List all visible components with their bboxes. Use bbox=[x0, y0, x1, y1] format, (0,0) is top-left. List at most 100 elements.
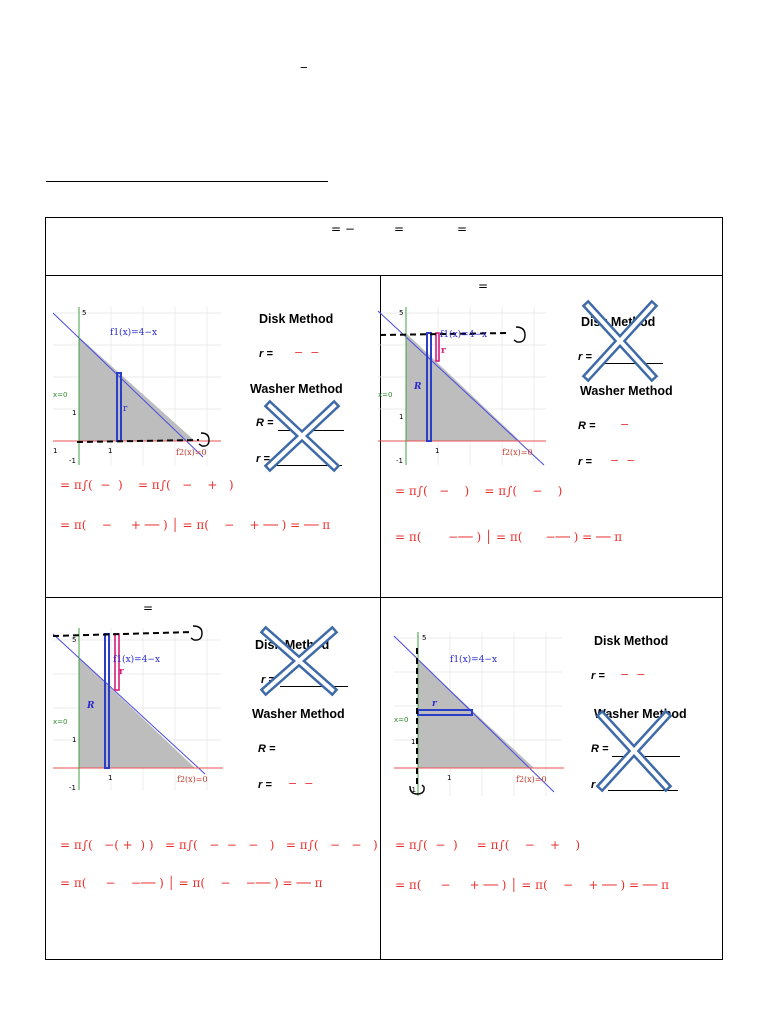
tick-label: 1 bbox=[411, 738, 415, 746]
washer-R-value: − bbox=[620, 418, 630, 431]
row-divider bbox=[45, 597, 723, 598]
answer-blank bbox=[280, 686, 348, 687]
washer-R-label: R = bbox=[591, 743, 609, 755]
tick-label: 1 bbox=[108, 774, 112, 782]
washer-r-value: − − bbox=[288, 777, 314, 790]
tick-label: 5 bbox=[399, 309, 403, 317]
axis-equation: = bbox=[143, 601, 154, 615]
panel-3-graph: R r f1(x)=4−x f2(x)=0 x=0 5 -1 1 1 bbox=[52, 625, 223, 792]
washer-r-label: r = bbox=[256, 453, 270, 465]
line-f1 bbox=[52, 633, 206, 775]
f2-label: f2(x)=0 bbox=[516, 775, 547, 784]
f1-label: f1(x)=4−x bbox=[110, 327, 157, 338]
rotation-arrow-icon bbox=[409, 784, 425, 795]
rotation-axis bbox=[379, 332, 511, 336]
rotation-arrow-icon bbox=[198, 432, 210, 447]
answer-blank bbox=[275, 465, 342, 466]
integral-line-2: = π( − + ── ) │ = π( − + ── ) = ── π bbox=[60, 518, 331, 532]
tick-label: 1 bbox=[447, 774, 451, 782]
tick-label: 1 bbox=[435, 447, 439, 455]
line-f1 bbox=[393, 635, 555, 793]
worksheet-table bbox=[45, 217, 723, 960]
washer-R-label: R = bbox=[578, 420, 596, 432]
tick-label: -1 bbox=[69, 457, 76, 465]
xeq-label: x=0 bbox=[53, 718, 67, 726]
tick-label: -1 bbox=[409, 786, 416, 794]
line-f1 bbox=[52, 312, 204, 458]
axis-equation: = bbox=[478, 279, 489, 293]
disk-r-label: r = bbox=[259, 348, 273, 360]
header-eq1: = − bbox=[331, 222, 355, 236]
cross-out-icon bbox=[259, 625, 339, 697]
f1-label: f1(x)=4−x bbox=[113, 654, 160, 665]
panel-2-graph: R r f1(x)=4−x f2(x)=0 x=0 5 -1 1 1 bbox=[377, 307, 546, 466]
washer-R-label: R = bbox=[258, 743, 276, 755]
region-shading bbox=[406, 333, 520, 441]
xeq-label: x=0 bbox=[53, 391, 67, 399]
panel-4-graph: r f1(x)=4−x f2(x)=0 x=0 5 -1 1 1 bbox=[393, 632, 564, 796]
integral-line-2: = π( − + ── ) │ = π( − + ── ) = ── π bbox=[395, 878, 669, 892]
cross-out-icon bbox=[581, 299, 659, 383]
rotation-arrow-icon bbox=[513, 326, 526, 343]
header-eq2: = bbox=[394, 222, 405, 236]
integral-line-1: = π∫( − ) = π∫( − + ) bbox=[395, 838, 581, 852]
integral-line-2: = π( − −── ) │ = π( − −── ) = ── π bbox=[60, 876, 323, 890]
f1-label: f1(x)=4−x bbox=[440, 329, 487, 340]
xeq-label: x=0 bbox=[378, 391, 392, 399]
washer-outer-strip bbox=[426, 332, 432, 442]
region-shading bbox=[79, 337, 195, 441]
xeq-label: x=0 bbox=[394, 716, 408, 724]
r-label: r bbox=[119, 667, 124, 677]
column-divider bbox=[380, 275, 381, 960]
tick-label: -1 bbox=[396, 457, 403, 465]
tick-label: 1 bbox=[72, 736, 76, 744]
f2-label: f2(x)=0 bbox=[176, 448, 207, 457]
strip-label: r bbox=[123, 404, 128, 414]
disk-r-value: − − bbox=[294, 346, 320, 359]
tick-label: -1 bbox=[69, 784, 76, 792]
panel-1-graph: r f1(x)=4−x f2(x)=0 x=0 5 -1 1 1 1 bbox=[52, 307, 221, 465]
integral-line-1: = π∫( −( + ) ) = π∫( − − − ) = π∫( − − ) bbox=[60, 838, 378, 852]
washer-r-label: r = bbox=[258, 779, 272, 791]
strip-label: R bbox=[413, 382, 422, 392]
top-dash: − bbox=[300, 60, 308, 75]
answer-blank bbox=[597, 363, 663, 364]
tick-label: 1 bbox=[72, 409, 76, 417]
tick-label: 5 bbox=[72, 636, 76, 644]
tick-label: 5 bbox=[422, 634, 426, 642]
tick-label: 1 bbox=[108, 447, 112, 455]
answer-blank bbox=[612, 756, 680, 757]
tick-label: 5 bbox=[82, 309, 86, 317]
f2-label: f2(x)=0 bbox=[177, 775, 208, 784]
washer-inner-strip bbox=[435, 332, 440, 362]
rotation-axis bbox=[76, 439, 200, 443]
header-divider bbox=[45, 275, 723, 276]
disk-method-label: Disk Method bbox=[259, 312, 334, 326]
strip-label: R bbox=[86, 701, 95, 711]
disk-method-label: Disk Method bbox=[594, 634, 669, 648]
header-eq3: = bbox=[457, 222, 468, 236]
integral-line-1: = π∫( − ) = π∫( − ) bbox=[395, 484, 563, 498]
disk-r-label: r = bbox=[591, 670, 605, 682]
cross-out-icon bbox=[263, 399, 341, 473]
rotation-axis bbox=[52, 631, 194, 637]
tick-label: 1 bbox=[399, 413, 403, 421]
r-label: r bbox=[441, 346, 446, 356]
disk-r-value: − − bbox=[620, 668, 646, 681]
f2-label: f2(x)=0 bbox=[502, 448, 533, 457]
tick-label: 1 bbox=[53, 447, 57, 455]
strip-label: r bbox=[432, 699, 438, 709]
f1-label: f1(x)=4−x bbox=[450, 654, 497, 665]
washer-method-label: Washer Method bbox=[580, 384, 673, 398]
disk-r-label: r = bbox=[578, 351, 592, 363]
washer-R-label: R = bbox=[256, 417, 274, 429]
washer-method-label: Washer Method bbox=[252, 707, 345, 721]
washer-r-value: − − bbox=[610, 454, 636, 467]
cross-out-icon bbox=[595, 709, 673, 793]
washer-r-label: r = bbox=[578, 456, 592, 468]
washer-method-label: Washer Method bbox=[250, 382, 343, 396]
integral-line-1: = π∫( − ) = π∫( − + ) bbox=[60, 478, 234, 492]
title-underline bbox=[46, 181, 328, 182]
answer-blank bbox=[608, 790, 678, 791]
integral-line-2: = π( −── ) │ = π( −── ) = ── π bbox=[395, 530, 623, 544]
